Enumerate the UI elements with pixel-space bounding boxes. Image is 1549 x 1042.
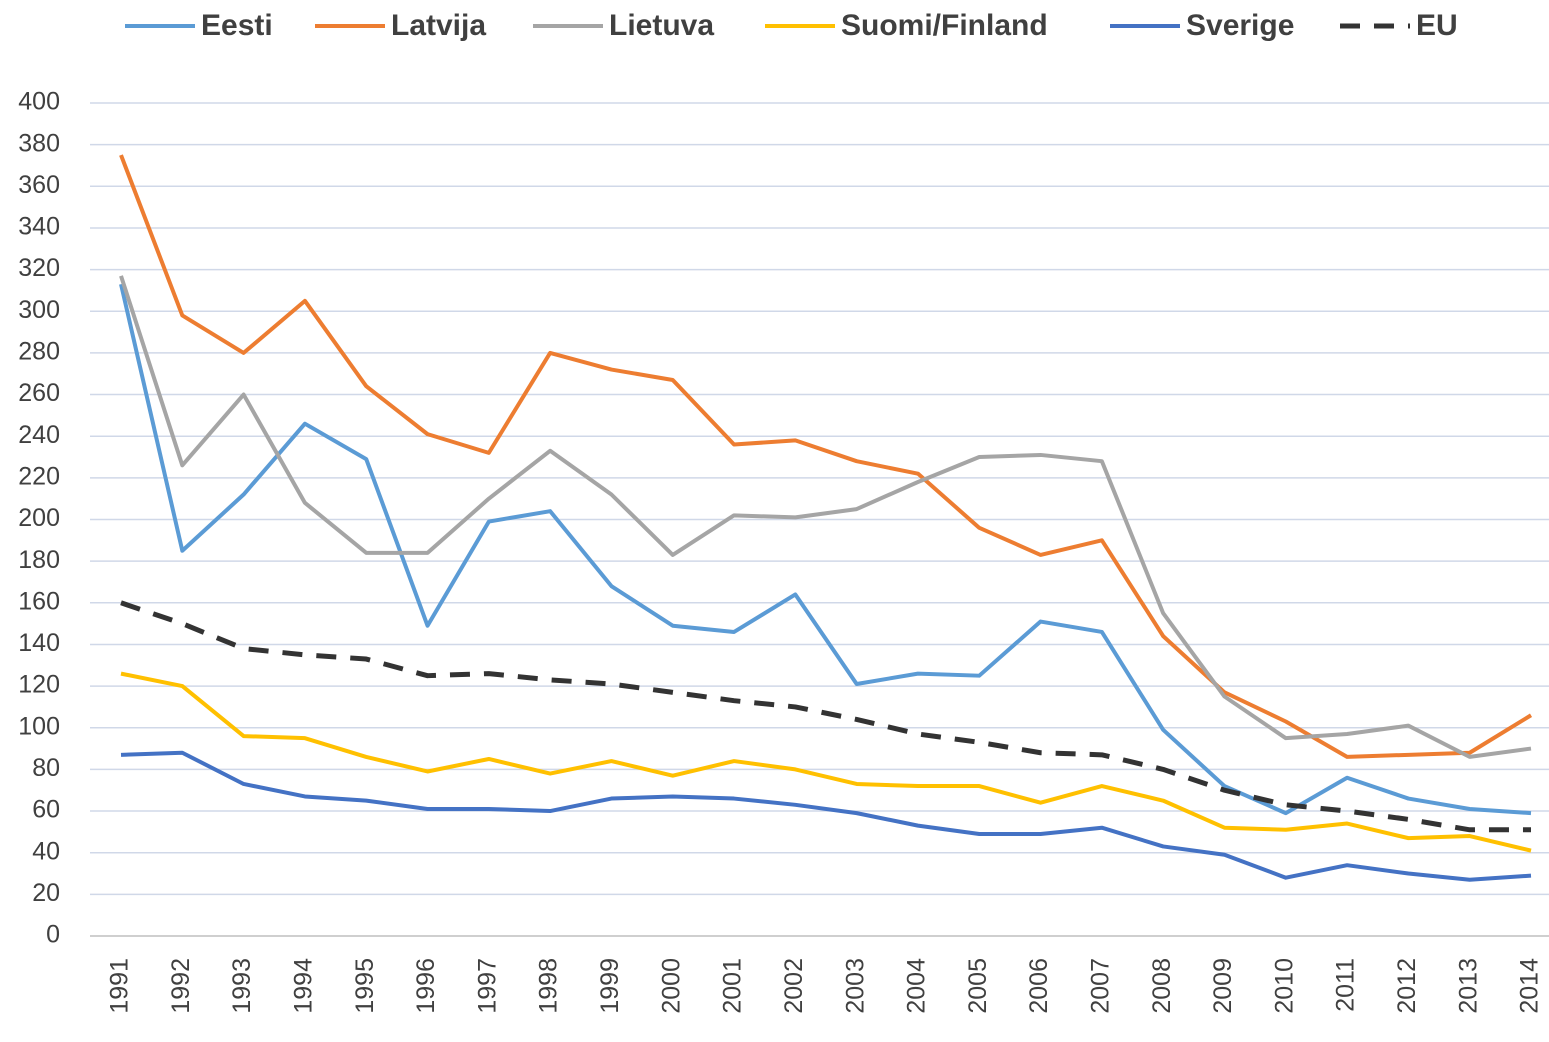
legend-label: Latvija — [391, 9, 486, 42]
y-tick-label: 200 — [18, 504, 60, 532]
y-tick-label: 20 — [32, 879, 60, 907]
y-tick-label: 240 — [18, 421, 60, 449]
legend-label: Lietuva — [609, 9, 714, 42]
y-tick-label: 280 — [18, 338, 60, 366]
y-tick-label: 380 — [18, 129, 60, 157]
x-tick-label: 1991 — [106, 958, 134, 1014]
series-line — [119, 275, 1532, 759]
x-tick-label: 2007 — [1086, 958, 1114, 1014]
x-tick-label: 2014 — [1516, 958, 1544, 1014]
x-tick-label: 2006 — [1025, 958, 1053, 1014]
y-tick-label: 140 — [18, 629, 60, 657]
y-tick-label: 360 — [18, 171, 60, 199]
y-tick-label: 0 — [46, 921, 60, 949]
y-tick-label: 300 — [18, 296, 60, 324]
x-tick-label: 2001 — [719, 958, 747, 1014]
x-tick-label: 1998 — [535, 958, 563, 1014]
x-tick-label: 2003 — [841, 958, 869, 1014]
y-tick-label: 40 — [32, 837, 60, 865]
x-tick-label: 2012 — [1393, 958, 1421, 1014]
legend-label: EU — [1416, 9, 1458, 42]
y-tick-label: 220 — [18, 462, 60, 490]
x-tick-label: 2009 — [1209, 958, 1237, 1014]
x-tick-label: 1993 — [228, 958, 256, 1014]
x-tick-label: 1997 — [473, 958, 501, 1014]
x-tick-label: 1992 — [167, 958, 195, 1014]
y-tick-label: 100 — [18, 712, 60, 740]
y-tick-label: 180 — [18, 546, 60, 574]
x-tick-label: 1999 — [596, 958, 624, 1014]
series-line — [120, 671, 1532, 853]
x-tick-label: 1994 — [290, 958, 318, 1014]
x-tick-label: 2011 — [1332, 958, 1360, 1012]
x-tick-label: 1996 — [412, 958, 440, 1014]
series-line — [120, 750, 1532, 882]
x-tick-label: 2000 — [657, 958, 685, 1014]
x-tick-label: 2008 — [1148, 958, 1176, 1014]
x-tick-label: 2002 — [780, 958, 808, 1014]
y-tick-label: 160 — [18, 587, 60, 615]
y-tick-label: 60 — [32, 796, 60, 824]
x-tick-label: 2013 — [1454, 958, 1482, 1014]
y-tick-label: 400 — [18, 88, 60, 116]
x-tick-label: 2004 — [903, 958, 931, 1014]
y-tick-label: 120 — [18, 671, 60, 699]
series-line — [119, 154, 1533, 759]
series-line — [119, 283, 1532, 816]
legend-label: Suomi/Finland — [841, 9, 1048, 42]
x-tick-label: 1995 — [351, 958, 379, 1014]
series-line — [120, 600, 1531, 833]
y-tick-label: 80 — [32, 754, 60, 782]
legend-label: Eesti — [201, 9, 273, 42]
y-tick-label: 320 — [18, 254, 60, 282]
y-tick-label: 260 — [18, 379, 60, 407]
y-tick-label: 340 — [18, 213, 60, 241]
legend-label: Sverige — [1186, 9, 1294, 42]
x-tick-label: 2010 — [1270, 958, 1298, 1014]
x-tick-label: 2005 — [964, 958, 992, 1014]
